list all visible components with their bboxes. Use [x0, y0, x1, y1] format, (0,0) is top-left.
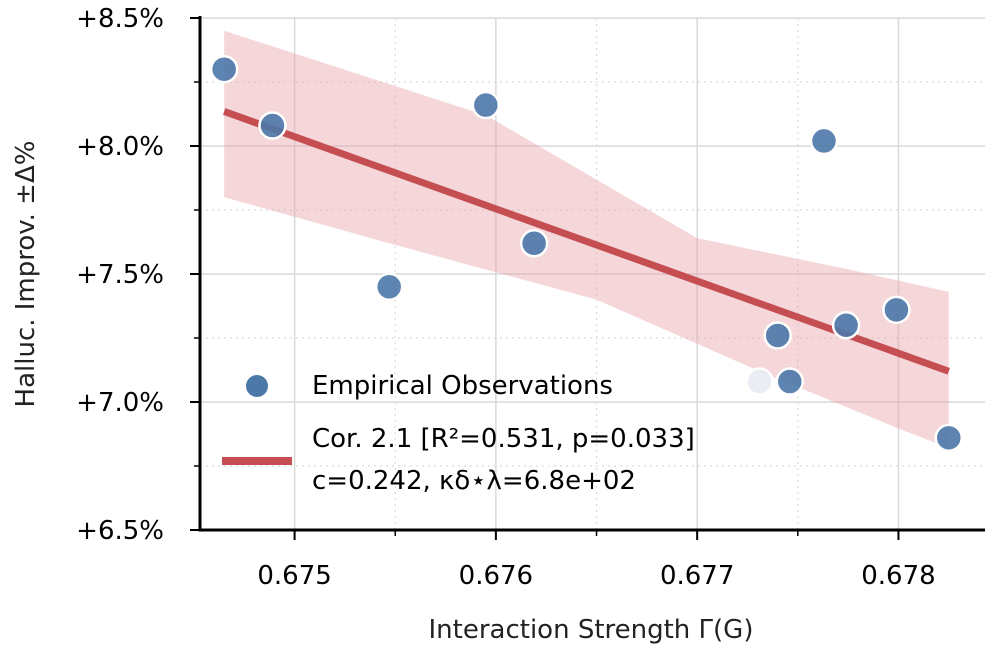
legend-label-observations: Empirical Observations [312, 371, 613, 401]
legend-label-fit-line2: c=0.242, κδ⋆λ=6.8e+02 [312, 466, 636, 496]
y-tick-label-0: +6.5% [76, 516, 164, 546]
fit-line [222, 108, 950, 375]
data-point-10 [882, 295, 911, 325]
data-point-0 [209, 54, 239, 84]
legend: Empirical Observations Cor. 2.1 [R²=0.53… [222, 371, 695, 496]
x-axis-label: Interaction Strength Γ(G) [429, 615, 754, 645]
data-point-11 [934, 423, 964, 453]
y-tick-label-3: +8.0% [76, 132, 164, 162]
scatter-points [209, 54, 964, 453]
legend-marker-observations [246, 375, 268, 397]
data-point-9 [831, 310, 861, 340]
data-point-5 [745, 367, 774, 396]
x-tick-label-3: 0.678 [861, 561, 935, 591]
data-point-7 [775, 367, 805, 396]
fit-line-path [222, 108, 950, 375]
x-tick-label-2: 0.677 [660, 561, 734, 591]
data-point-2 [374, 272, 404, 302]
x-tick-label-1: 0.676 [459, 561, 533, 591]
ticks: 0.675 0.676 0.677 0.678 +6.5% +7.0% +7.5% +8.0%… [76, 4, 936, 591]
y-axis-label: Halluc. Improv. ±Δ% [11, 141, 41, 408]
y-tick-label-1: +7.0% [76, 388, 164, 418]
data-point-6 [763, 321, 792, 350]
data-point-1 [258, 111, 287, 140]
data-point-4 [519, 229, 549, 258]
y-tick-label-4: +8.5% [76, 4, 164, 34]
data-point-3 [471, 90, 501, 120]
legend-label-fit-line1: Cor. 2.1 [R²=0.531, p=0.033] [312, 424, 695, 454]
data-point-8 [809, 126, 839, 156]
x-tick-label-0: 0.675 [257, 561, 331, 591]
y-tick-label-2: +7.5% [76, 260, 164, 290]
